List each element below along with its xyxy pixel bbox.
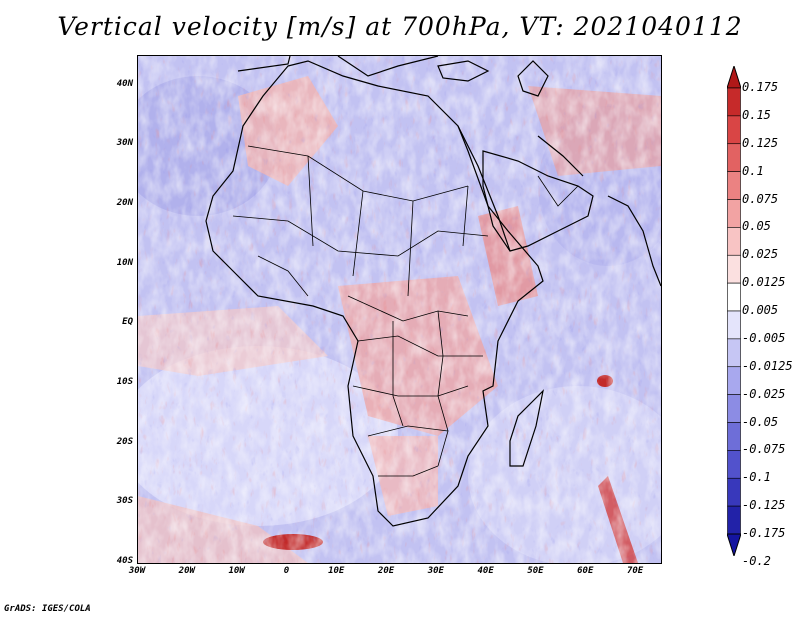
colorbar-swatch — [727, 533, 741, 556]
lat-label: 20S — [116, 436, 133, 447]
lat-label: 20N — [116, 198, 133, 209]
map-panel[interactable] — [137, 55, 662, 564]
colorbar-label: -0.0125 — [742, 358, 793, 373]
lat-label: 40N — [116, 78, 133, 89]
lon-label: 10E — [328, 566, 345, 576]
credit-text: GrADS: IGES/COLA — [4, 604, 91, 614]
colorbar-swatch — [727, 450, 741, 479]
colorbar-swatch — [727, 66, 741, 89]
colorbar-label: 0.175 — [742, 80, 779, 94]
colorbar-label: 0.15 — [742, 107, 771, 122]
lon-label: 20W — [178, 566, 195, 576]
colorbar-label: 0.1 — [742, 163, 764, 178]
colorbar-label: 0.125 — [742, 135, 779, 150]
colorbar-swatch — [727, 143, 741, 172]
colorbar-swatch — [727, 338, 741, 368]
colorbar-label: 0.005 — [742, 303, 779, 317]
lon-label: 50E — [527, 566, 544, 576]
lon-label: 70E — [626, 566, 644, 576]
lon-label: 60E — [577, 566, 594, 576]
colorbar-swatch — [727, 394, 741, 423]
colorbar-label: -0.125 — [742, 498, 786, 513]
lat-label: 10S — [116, 377, 133, 388]
colorbar-label: 0.025 — [742, 247, 779, 262]
colorbar-swatch — [727, 227, 741, 256]
colorbar-swatch — [727, 366, 741, 395]
colorbar-swatch — [727, 87, 741, 117]
lon-label: 30W — [128, 566, 146, 576]
lat-label: 40S — [116, 556, 133, 566]
lat-label: 30S — [116, 496, 133, 507]
colorbar-swatch — [727, 115, 741, 145]
colorbar — [727, 66, 741, 556]
lon-label: 30E — [427, 566, 444, 576]
lon-label: 20E — [377, 566, 395, 576]
colorbar-swatch — [727, 310, 741, 340]
colorbar-label: -0.005 — [742, 330, 786, 345]
lon-label: 40E — [477, 566, 494, 576]
country-borders — [232, 145, 579, 477]
colorbar-label: -0.175 — [742, 526, 786, 540]
lat-label: 10N — [116, 257, 133, 268]
lat-label: EQ — [122, 317, 133, 328]
colorbar-label: -0.1 — [742, 470, 771, 485]
colorbar-label: 0.05 — [742, 219, 771, 234]
colorbar-swatch — [727, 199, 741, 228]
lon-label: 10W — [228, 566, 245, 576]
colorbar-label: -0.2 — [742, 553, 771, 568]
velocity-field-map — [138, 56, 661, 563]
lat-label: 30N — [116, 138, 133, 149]
colorbar-swatch — [727, 171, 741, 200]
colorbar-swatch — [727, 477, 741, 507]
chart-title: Vertical velocity [m/s] at 700hPa, VT: 2… — [57, 12, 743, 41]
colorbar-label: 0.0125 — [742, 275, 786, 290]
colorbar-label: -0.075 — [742, 442, 786, 457]
colorbar-swatch — [727, 422, 741, 451]
colorbar-label: 0.075 — [742, 191, 779, 206]
colorbar-label: -0.025 — [742, 386, 786, 401]
colorbar-label: -0.05 — [742, 414, 779, 429]
colorbar-swatch — [727, 254, 741, 284]
coastlines — [205, 56, 661, 527]
colorbar-swatch — [727, 282, 741, 312]
colorbar-swatch — [727, 505, 741, 535]
lon-label: 0 — [283, 566, 290, 576]
